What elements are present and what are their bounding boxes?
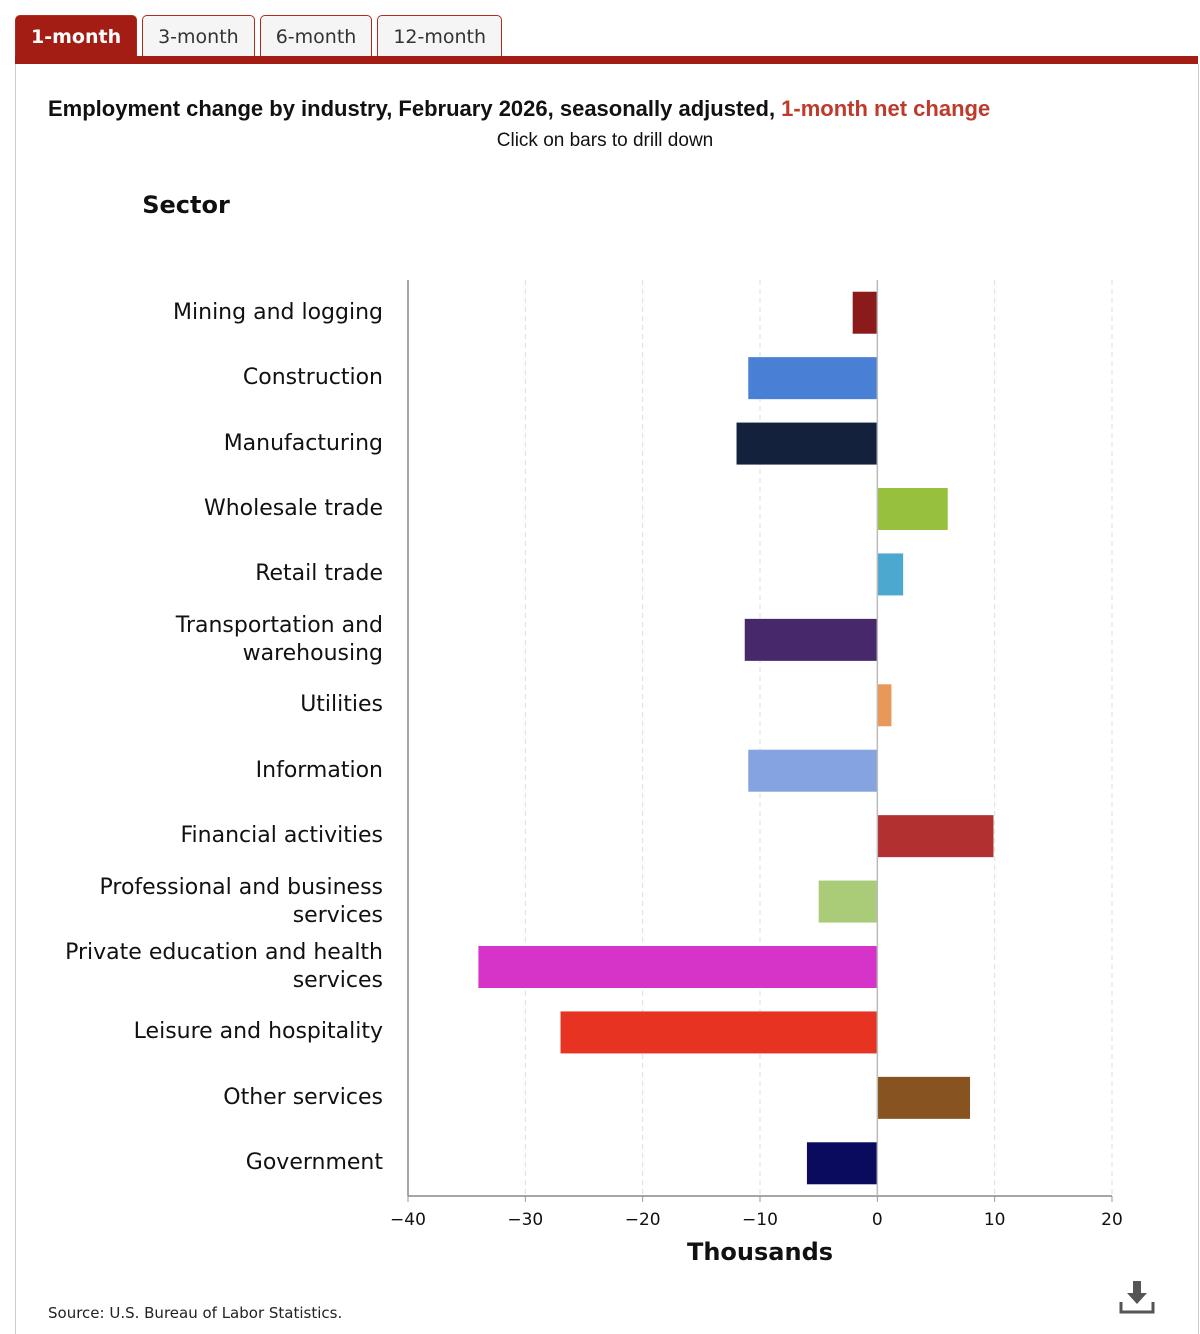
y-tick-label: Private education and health services bbox=[65, 940, 383, 993]
chart-title-block: Employment change by industry, February … bbox=[48, 96, 990, 122]
y-tick-label: Wholesale trade bbox=[203, 496, 383, 521]
y-tick-label: Professional and business services bbox=[99, 874, 383, 928]
source-note: Source: U.S. Bureau of Labor Statistics. bbox=[48, 1304, 343, 1322]
bar[interactable] bbox=[736, 422, 878, 465]
tab-rule bbox=[15, 56, 1198, 64]
bar[interactable] bbox=[877, 684, 892, 727]
bar[interactable] bbox=[806, 1142, 878, 1185]
tab[interactable]: 6-month bbox=[259, 15, 373, 56]
chart-title: Employment change by industry, February … bbox=[48, 96, 782, 121]
y-tick-label: Manufacturing bbox=[223, 430, 383, 456]
bar[interactable] bbox=[877, 1076, 971, 1119]
bar[interactable] bbox=[748, 357, 878, 400]
x-axis-title: Thousands bbox=[687, 1238, 833, 1266]
x-tick-label: −20 bbox=[625, 1210, 661, 1230]
y-tick-label: Information bbox=[255, 757, 383, 783]
y-tick-label: Utilities bbox=[300, 692, 383, 718]
bar[interactable] bbox=[818, 880, 878, 923]
bar[interactable] bbox=[877, 815, 994, 858]
chart-subtitle: Click on bars to drill down bbox=[496, 130, 714, 151]
y-tick-label: Leisure and hospitality bbox=[133, 1019, 383, 1045]
bar[interactable] bbox=[877, 553, 904, 596]
x-tick-label: −30 bbox=[507, 1210, 543, 1230]
tab[interactable]: 12-month bbox=[377, 15, 503, 56]
bar[interactable] bbox=[478, 946, 878, 988]
x-tick-label: 20 bbox=[1101, 1210, 1123, 1230]
bar[interactable] bbox=[744, 618, 878, 661]
y-tick-label: Government bbox=[245, 1150, 383, 1176]
tab[interactable]: 3-month bbox=[142, 15, 255, 56]
y-tick-label: Transportation and warehousing bbox=[175, 612, 383, 666]
download-icon[interactable] bbox=[1119, 1281, 1155, 1314]
x-tick-label: 10 bbox=[984, 1210, 1006, 1230]
x-tick-label: −40 bbox=[390, 1210, 426, 1230]
y-tick-label: Retail trade bbox=[255, 561, 383, 587]
bar[interactable] bbox=[877, 488, 948, 530]
bar[interactable] bbox=[560, 1011, 878, 1054]
y-axis-title: Sector bbox=[142, 191, 230, 219]
x-tick-label: 0 bbox=[872, 1210, 883, 1230]
x-tick-label: −10 bbox=[742, 1210, 778, 1230]
tab-bar: 1-month 3-month 6-month 12-month bbox=[15, 15, 503, 56]
bar[interactable] bbox=[748, 749, 878, 792]
y-tick-label: Financial activities bbox=[180, 823, 383, 849]
y-tick-label: Mining and logging bbox=[173, 299, 383, 325]
tab[interactable]: 1-month bbox=[15, 15, 138, 56]
y-tick-label: Other services bbox=[223, 1084, 383, 1110]
y-tick-label: Construction bbox=[242, 365, 383, 391]
chart-frame bbox=[15, 64, 1199, 1334]
bar[interactable] bbox=[852, 291, 878, 334]
chart-title-highlight: 1-month net change bbox=[781, 96, 991, 121]
